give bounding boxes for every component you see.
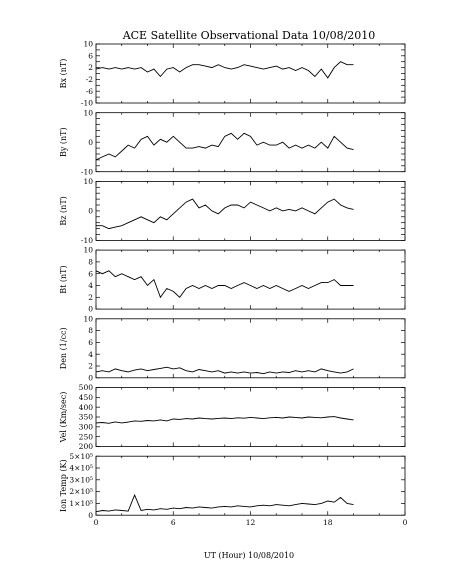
y-tick-label: 4: [88, 281, 93, 290]
y-tick-label: 1×10⁵: [69, 499, 93, 508]
y-tick-label: 350: [79, 413, 94, 422]
y-tick-label: 5×10⁵: [69, 452, 93, 461]
x-axis-label: UT (Hour) 10/08/2010: [204, 551, 294, 560]
series-line: [95, 493, 354, 513]
series-line: [96, 198, 354, 230]
panel-frame: [95, 43, 406, 104]
panel-1: -10 -6 -2 2 6 10 Bx (nT): [59, 40, 406, 108]
x-tick-label: 0: [403, 518, 408, 527]
panel-frame: [95, 249, 406, 310]
y-tick-label: 10: [83, 177, 93, 186]
y-axis-label: By (nT): [59, 127, 68, 157]
y-tick-label: 0: [88, 138, 93, 147]
series-line: [95, 270, 354, 299]
y-axis-label: Ion Temp (K): [59, 459, 68, 512]
y-tick-label: 2: [88, 362, 93, 371]
y-tick-label: 0: [88, 373, 93, 382]
y-tick-label: 6: [88, 269, 93, 278]
chart-title: ACE Satellite Observational Data 10/08/2…: [122, 29, 376, 42]
y-tick-label: 6: [88, 338, 93, 347]
y-tick-label: 500: [79, 383, 94, 392]
y-axis-label: Bx (nT): [59, 59, 68, 89]
x-tick-label: 18: [323, 518, 333, 527]
y-axis-label: Bt (nT): [59, 265, 68, 293]
series-line: [95, 61, 354, 79]
y-tick-label: 200: [79, 442, 94, 451]
y-tick-label: 3×10⁵: [69, 475, 93, 484]
series-line: [95, 132, 354, 161]
y-tick-label: -6: [86, 87, 94, 96]
y-tick-label: 2: [88, 63, 93, 72]
y-tick-label: 0: [88, 305, 93, 314]
y-axis-label: Bz (nT): [59, 196, 68, 225]
y-tick-label: -10: [81, 236, 93, 245]
y-tick-label: 4×10⁵: [69, 464, 93, 473]
y-tick-label: 10: [83, 40, 93, 49]
panel-3: -10 0 10 Bz (nT): [59, 177, 406, 245]
y-tick-label: 450: [79, 393, 94, 402]
panel-2: -10 0 10 By (nT): [59, 108, 406, 176]
y-tick-label: 10: [83, 108, 93, 117]
y-tick-label: 8: [88, 258, 93, 267]
y-axis-label: Den (1/cc): [59, 327, 68, 369]
y-tick-label: 8: [88, 326, 93, 335]
y-tick-label: -10: [81, 167, 93, 176]
y-tick-label: 10: [83, 314, 93, 323]
x-tick-label: 12: [246, 518, 256, 527]
series-line: [95, 416, 354, 424]
panel-frame: [95, 112, 406, 173]
panel-4: 0 2 4 6 8 10 Bt (nT): [59, 246, 406, 314]
y-tick-label: 2×10⁵: [69, 487, 93, 496]
y-tick-label: 400: [79, 403, 94, 412]
panel-5: 0 2 4 6 8 10 Den (1/cc): [59, 314, 406, 382]
series-line: [95, 366, 354, 375]
y-tick-label: -2: [86, 75, 94, 84]
panel-frame: [95, 180, 406, 241]
panel-7: 0 1×10⁵ 2×10⁵ 3×10⁵ 4×10⁵ 5×10⁵ 0 6 12 18 0 Ion Tem…: [59, 452, 408, 527]
y-axis-label: Vel (Km/sec): [59, 392, 68, 444]
y-tick-label: 300: [79, 422, 94, 431]
y-tick-label: 250: [79, 432, 94, 441]
y-tick-label: 4: [88, 350, 93, 359]
y-tick-label: 6: [88, 51, 93, 60]
y-tick-label: -10: [81, 99, 93, 108]
x-tick-label: 0: [94, 518, 99, 527]
x-tick-label: 6: [171, 518, 176, 527]
y-tick-label: 2: [88, 293, 93, 302]
y-tick-label: 10: [83, 246, 93, 255]
y-tick-label: 0: [88, 207, 93, 216]
panel-frame: [95, 455, 406, 516]
y-tick-label: 0: [88, 511, 93, 520]
